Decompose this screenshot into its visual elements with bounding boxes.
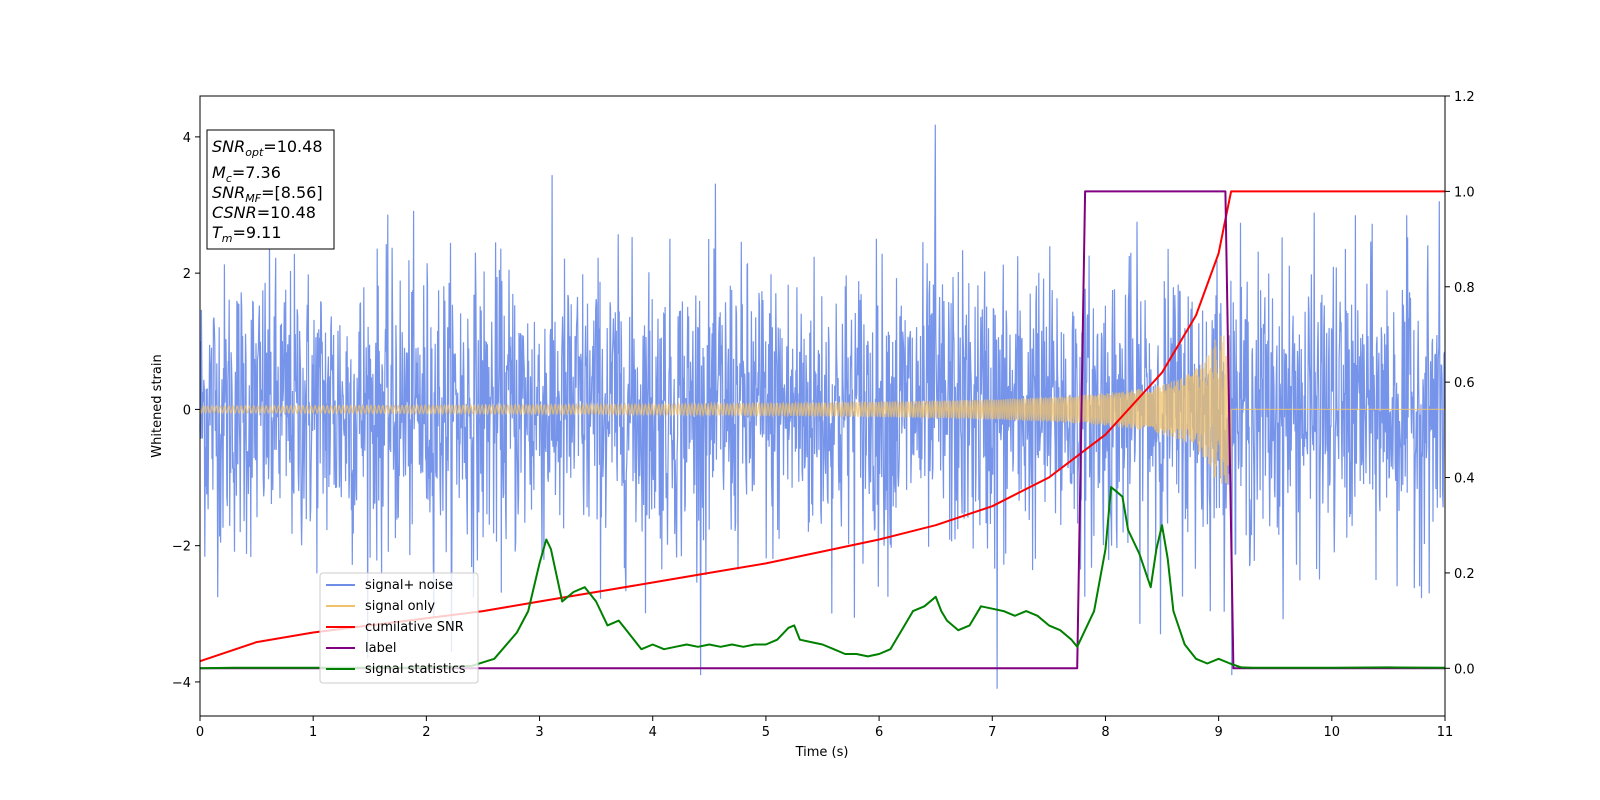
info-snr-opt-value: =10.48 <box>263 137 322 156</box>
y-axis-left: 4 2 0 −2 −4 <box>172 131 200 691</box>
legend-frame <box>319 572 479 684</box>
series-signal-noise <box>199 124 1446 689</box>
y2-tick-label: 1.0 <box>1454 185 1475 200</box>
y-tick-label: −2 <box>172 540 191 555</box>
info-snr-opt: SNRopt=10.48 <box>212 137 323 159</box>
y-tick-label: 4 <box>183 131 191 146</box>
series-signal-only <box>199 335 1445 484</box>
x-tick-label: 8 <box>1101 725 1109 740</box>
x-tick-label: 4 <box>649 725 657 740</box>
x-tick-label: 7 <box>988 725 996 740</box>
info-mc-sub: c <box>226 172 232 185</box>
legend-label-label: label <box>365 641 396 656</box>
info-mc-symbol: M <box>212 163 226 182</box>
x-tick-label: 9 <box>1214 725 1222 740</box>
x-tick-label: 6 <box>875 725 883 740</box>
y-tick-label: 0 <box>183 403 191 418</box>
axes-frame <box>199 95 1446 717</box>
info-tm: Tm=9.11 <box>212 223 282 245</box>
x-tick-label: 2 <box>422 725 430 740</box>
info-snr-opt-sub: opt <box>245 146 264 159</box>
legend-label-signal-statistics: signal statistics <box>365 662 466 677</box>
info-box-frame <box>206 129 335 250</box>
y-axis-right: 1.2 1.0 0.8 0.6 0.4 0.2 0.0 <box>1445 90 1475 677</box>
legend-label-signal-only: signal only <box>365 599 435 614</box>
y-axis-label: Whitened strain <box>150 354 165 457</box>
info-snr-mf-value: =[8.56] <box>261 183 323 202</box>
info-csnr-symbol: CSNR <box>212 203 257 222</box>
info-snr-opt-symbol: SNR <box>212 137 245 156</box>
x-tick-label: 1 <box>309 725 317 740</box>
y2-tick-label: 0.2 <box>1454 567 1475 582</box>
legend: signal+ noise signal only cumilative SNR… <box>319 572 479 684</box>
y-tick-label: 2 <box>183 267 191 282</box>
info-box: SNRopt=10.48 Mc=7.36 SNRMF=[8.56] CSNR=1… <box>206 129 335 250</box>
legend-label-signal-noise: signal+ noise <box>365 578 453 593</box>
info-snr-mf-symbol: SNR <box>212 183 245 202</box>
info-tm-sub: m <box>222 232 233 245</box>
info-tm-value: =9.11 <box>233 223 282 242</box>
y-tick-label: −4 <box>172 676 191 691</box>
x-tick-label: 10 <box>1324 725 1341 740</box>
x-axis: 0 1 2 3 4 5 6 7 8 9 10 11 <box>196 716 1453 740</box>
y2-tick-label: 0.4 <box>1454 472 1475 487</box>
info-snr-mf-sub: MF <box>245 192 261 205</box>
info-snr-mf: SNRMF=[8.56] <box>212 183 323 205</box>
x-tick-label: 3 <box>535 725 543 740</box>
x-tick-label: 5 <box>762 725 770 740</box>
legend-label-cumulative-snr: cumilative SNR <box>365 620 464 635</box>
y2-tick-label: 0.8 <box>1454 281 1475 296</box>
y2-tick-label: 0.6 <box>1454 376 1475 391</box>
y2-tick-label: 0.0 <box>1454 662 1475 677</box>
info-mc-value: =7.36 <box>232 163 281 182</box>
series-signal-statistics <box>199 486 1446 670</box>
info-csnr: CSNR=10.48 <box>212 203 316 222</box>
info-tm-symbol: T <box>212 223 223 242</box>
y2-tick-label: 1.2 <box>1454 90 1475 105</box>
info-csnr-value: =10.48 <box>257 203 316 222</box>
info-mc: Mc=7.36 <box>212 163 281 185</box>
x-tick-label: 11 <box>1437 725 1454 740</box>
x-tick-label: 0 <box>196 725 204 740</box>
x-axis-label: Time (s) <box>795 745 849 760</box>
